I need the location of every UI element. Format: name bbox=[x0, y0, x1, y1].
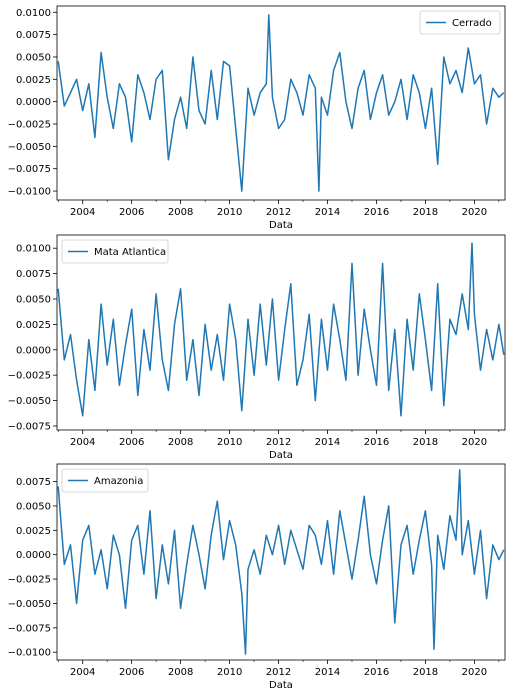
y-tick-label: 0.0050 bbox=[16, 501, 51, 512]
x-tick-label: 2008 bbox=[168, 667, 193, 678]
y-tick-label: 0.0075 bbox=[16, 30, 51, 41]
x-axis-label: Data bbox=[269, 220, 293, 231]
x-tick-label: 2020 bbox=[462, 207, 487, 218]
y-tick-label: 0.0000 bbox=[16, 97, 51, 108]
x-tick-label: 2010 bbox=[217, 207, 242, 218]
y-tick-label: −0.0050 bbox=[8, 599, 51, 610]
x-tick-label: 2004 bbox=[70, 207, 95, 218]
y-tick-label: 0.0000 bbox=[16, 345, 51, 356]
y-tick-label: 0.0025 bbox=[16, 526, 51, 537]
legend-entry-label: Amazonia bbox=[94, 476, 143, 487]
x-tick-label: 2012 bbox=[266, 207, 291, 218]
x-tick-label: 2016 bbox=[364, 207, 389, 218]
y-tick-label: −0.0050 bbox=[8, 142, 51, 153]
x-tick-label: 2018 bbox=[413, 667, 438, 678]
x-tick-label: 2006 bbox=[119, 437, 144, 448]
x-tick-label: 2020 bbox=[462, 667, 487, 678]
y-tick-label: −0.0025 bbox=[8, 371, 51, 382]
y-tick-label: −0.0025 bbox=[8, 120, 51, 131]
axes-frame bbox=[57, 6, 505, 200]
x-axis-label: Data bbox=[269, 450, 293, 461]
y-tick-label: −0.0025 bbox=[8, 575, 51, 586]
legend-entry-label: Cerrado bbox=[452, 18, 492, 29]
x-tick-label: 2008 bbox=[168, 207, 193, 218]
legend: Mata Atlantica bbox=[62, 240, 168, 263]
x-tick-label: 2018 bbox=[413, 207, 438, 218]
y-tick-label: 0.0025 bbox=[16, 320, 51, 331]
y-tick-label: −0.0100 bbox=[8, 648, 51, 659]
series-line-mata-atlantica bbox=[58, 243, 504, 416]
x-tick-label: 2014 bbox=[315, 667, 340, 678]
y-tick-label: −0.0075 bbox=[8, 164, 51, 175]
x-tick-label: 2010 bbox=[217, 667, 242, 678]
chart-panel-3: 2004 2006 2008 2010 2012 2014 2016 2018 2020 −0.0… bbox=[8, 464, 505, 691]
y-tick-label: 0.0075 bbox=[16, 269, 51, 280]
x-tick-label: 2014 bbox=[315, 207, 340, 218]
x-tick-label: 2006 bbox=[119, 207, 144, 218]
axes-frame bbox=[57, 235, 505, 430]
x-tick-label: 2006 bbox=[119, 667, 144, 678]
y-tick-label: 0.0050 bbox=[16, 294, 51, 305]
series-line-amazonia bbox=[58, 470, 504, 654]
y-tick-label: 0.0000 bbox=[16, 550, 51, 561]
x-axis-label: Data bbox=[269, 680, 293, 691]
legend-entry-label: Mata Atlantica bbox=[94, 247, 166, 258]
y-tick-label: −0.0050 bbox=[8, 396, 51, 407]
x-tick-label: 2012 bbox=[266, 667, 291, 678]
x-tick-label: 2016 bbox=[364, 437, 389, 448]
x-tick-label: 2012 bbox=[266, 437, 291, 448]
y-tick-label: −0.0100 bbox=[8, 187, 51, 198]
y-tick-label: −0.0075 bbox=[8, 421, 51, 432]
chart-panel-1: 2004 2006 2008 2010 2012 2014 2016 2018 2020 −0.0… bbox=[8, 6, 505, 231]
y-tick-label: 0.0075 bbox=[16, 477, 51, 488]
y-tick-label: −0.0075 bbox=[8, 623, 51, 634]
y-tick-label: 0.0100 bbox=[16, 244, 51, 255]
x-tick-label: 2004 bbox=[70, 437, 95, 448]
y-tick-label: 0.0050 bbox=[16, 52, 51, 63]
x-tick-label: 2004 bbox=[70, 667, 95, 678]
chart-panel-2: 2004 2006 2008 2010 2012 2014 2016 2018 2020 −0.0… bbox=[8, 235, 505, 461]
x-tick-label: 2020 bbox=[462, 437, 487, 448]
x-tick-label: 2014 bbox=[315, 437, 340, 448]
y-tick-label: 0.0100 bbox=[16, 8, 51, 19]
axes-frame bbox=[57, 464, 505, 660]
legend: Amazonia bbox=[62, 469, 148, 492]
series-line-cerrado bbox=[58, 15, 504, 191]
x-tick-label: 2010 bbox=[217, 437, 242, 448]
legend: Cerrado bbox=[420, 11, 500, 34]
y-tick-label: 0.0025 bbox=[16, 75, 51, 86]
x-tick-label: 2008 bbox=[168, 437, 193, 448]
x-tick-label: 2016 bbox=[364, 667, 389, 678]
x-tick-label: 2018 bbox=[413, 437, 438, 448]
